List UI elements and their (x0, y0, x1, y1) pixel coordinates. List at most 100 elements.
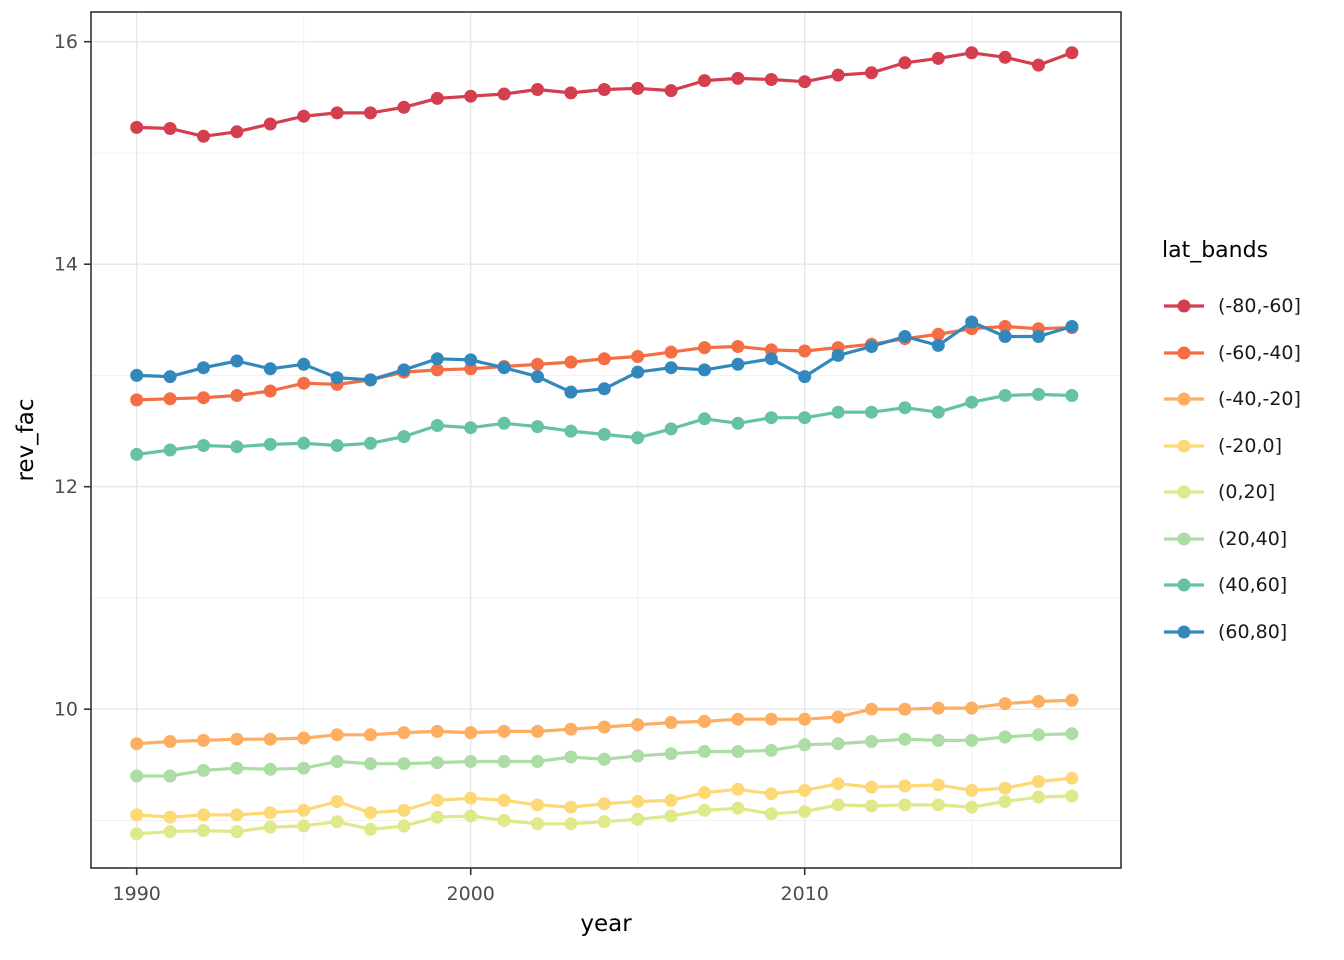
series-point-(-20,0] (898, 779, 912, 793)
series-point-(20,40] (631, 749, 645, 763)
series-point-(-20,0] (330, 795, 344, 808)
series-point-(60,80] (263, 362, 277, 376)
series-point-(-20,0] (731, 782, 745, 796)
series-point-(0,20] (197, 824, 210, 837)
series-point-(40,60] (564, 424, 578, 438)
series-point-(40,60] (1032, 387, 1045, 401)
legend-key-icon (1164, 485, 1204, 499)
series-point-(-40,-20] (430, 724, 444, 738)
legend-key-icon (1164, 439, 1204, 453)
series-point-(-60,-40] (931, 327, 945, 341)
legend-item-label: (-60,-40] (1218, 341, 1301, 364)
series-point-(-40,-20] (664, 716, 678, 729)
series-point-(20,40] (1065, 727, 1079, 741)
series-point-(0,20] (698, 803, 711, 817)
series-point-(60,80] (1032, 330, 1045, 343)
legend-item: (-20,0] (1158, 423, 1344, 470)
series-point-(40,60] (297, 436, 311, 450)
series-point-(0,20] (497, 814, 511, 827)
series-point-(-60,-40] (597, 352, 611, 366)
series-point-(-80,-60] (330, 106, 344, 120)
series-point-(-40,-20] (397, 726, 411, 740)
series-point-(0,20] (764, 807, 778, 821)
series-point-(-20,0] (297, 803, 311, 817)
legend-item: (0,20] (1158, 469, 1344, 516)
series-point-(20,40] (230, 761, 244, 775)
series-point-(-80,-60] (998, 50, 1012, 64)
series-point-(40,60] (764, 411, 778, 425)
series-point-(-80,-60] (764, 73, 778, 86)
series-point-(20,40] (430, 756, 444, 770)
series-point-(60,80] (197, 361, 210, 375)
series-point-(0,20] (664, 809, 678, 823)
series-point-(40,60] (998, 389, 1012, 402)
series-point-(0,20] (330, 815, 344, 829)
series-point-(60,80] (297, 357, 311, 371)
series-point-(-20,0] (631, 795, 645, 808)
legend-item-label: (40,60] (1218, 574, 1288, 597)
series-point-(-60,-40] (698, 341, 711, 355)
series-point-(-80,-60] (597, 83, 611, 96)
series-point-(-40,-20] (330, 728, 344, 742)
legend-item-label: (-40,-20] (1218, 388, 1301, 411)
legend-key-icon (1164, 578, 1204, 592)
series-point-(-80,-60] (364, 106, 377, 120)
series-point-(0,20] (430, 810, 444, 824)
series-point-(-60,-40] (764, 343, 778, 357)
series-point-(-60,-40] (731, 340, 745, 353)
series-point-(-80,-60] (497, 87, 511, 101)
series-point-(60,80] (898, 330, 912, 343)
series-point-(-60,-40] (664, 345, 678, 359)
legend-item: (60,80] (1158, 609, 1344, 656)
legend-item: (-80,-60] (1158, 283, 1344, 330)
series-point-(40,60] (330, 439, 344, 452)
series-point-(20,40] (130, 769, 144, 783)
legend-item: (-40,-20] (1158, 376, 1344, 423)
series-point-(-60,-40] (263, 384, 277, 398)
legend: lat_bands (-80,-60] (-60,-40] (-40,-20] (-2… (1158, 238, 1344, 655)
series-point-(20,40] (1032, 728, 1045, 742)
series-point-(-80,-60] (430, 91, 444, 105)
series-point-(20,40] (898, 732, 912, 746)
series-point-(60,80] (698, 363, 711, 377)
series-point-(-40,-20] (1032, 694, 1045, 708)
series-point-(40,60] (1065, 389, 1079, 402)
series-point-(0,20] (898, 798, 912, 812)
series-point-(60,80] (764, 352, 778, 366)
series-point-(20,40] (998, 730, 1012, 744)
series-point-(0,20] (731, 801, 745, 815)
series-point-(20,40] (731, 745, 745, 758)
series-point-(-20,0] (998, 781, 1012, 795)
series-point-(-80,-60] (931, 51, 945, 65)
series-point-(-60,-40] (631, 350, 645, 363)
legend-item-label: (20,40] (1218, 527, 1288, 550)
series-point-(-80,-60] (230, 125, 244, 139)
series-point-(60,80] (330, 371, 344, 385)
series-point-(-40,-20] (497, 724, 511, 738)
series-point-(0,20] (130, 827, 144, 841)
series-point-(-20,0] (965, 783, 979, 797)
series-point-(-80,-60] (831, 68, 845, 82)
series-point-(-40,-20] (597, 720, 611, 734)
series-point-(0,20] (163, 825, 177, 839)
series-point-(-20,0] (230, 808, 244, 822)
series-point-(-60,-40] (230, 389, 244, 402)
series-point-(60,80] (597, 382, 611, 396)
series-point-(0,20] (297, 819, 311, 833)
series-point-(-40,-20] (230, 732, 244, 746)
series-point-(-20,0] (698, 786, 711, 800)
series-point-(40,60] (197, 439, 210, 452)
series-point-(40,60] (430, 419, 444, 432)
series-point-(-60,-40] (430, 363, 444, 377)
series-point-(40,60] (664, 422, 678, 436)
series-point-(-60,-40] (197, 391, 210, 405)
series-point-(20,40] (831, 737, 845, 751)
series-point-(20,40] (497, 755, 511, 768)
panel-border (90, 11, 1122, 869)
series-point-(-40,-20] (531, 724, 544, 738)
series-point-(40,60] (397, 430, 411, 444)
series-point-(-40,-20] (698, 714, 711, 728)
series-point-(0,20] (230, 825, 244, 839)
